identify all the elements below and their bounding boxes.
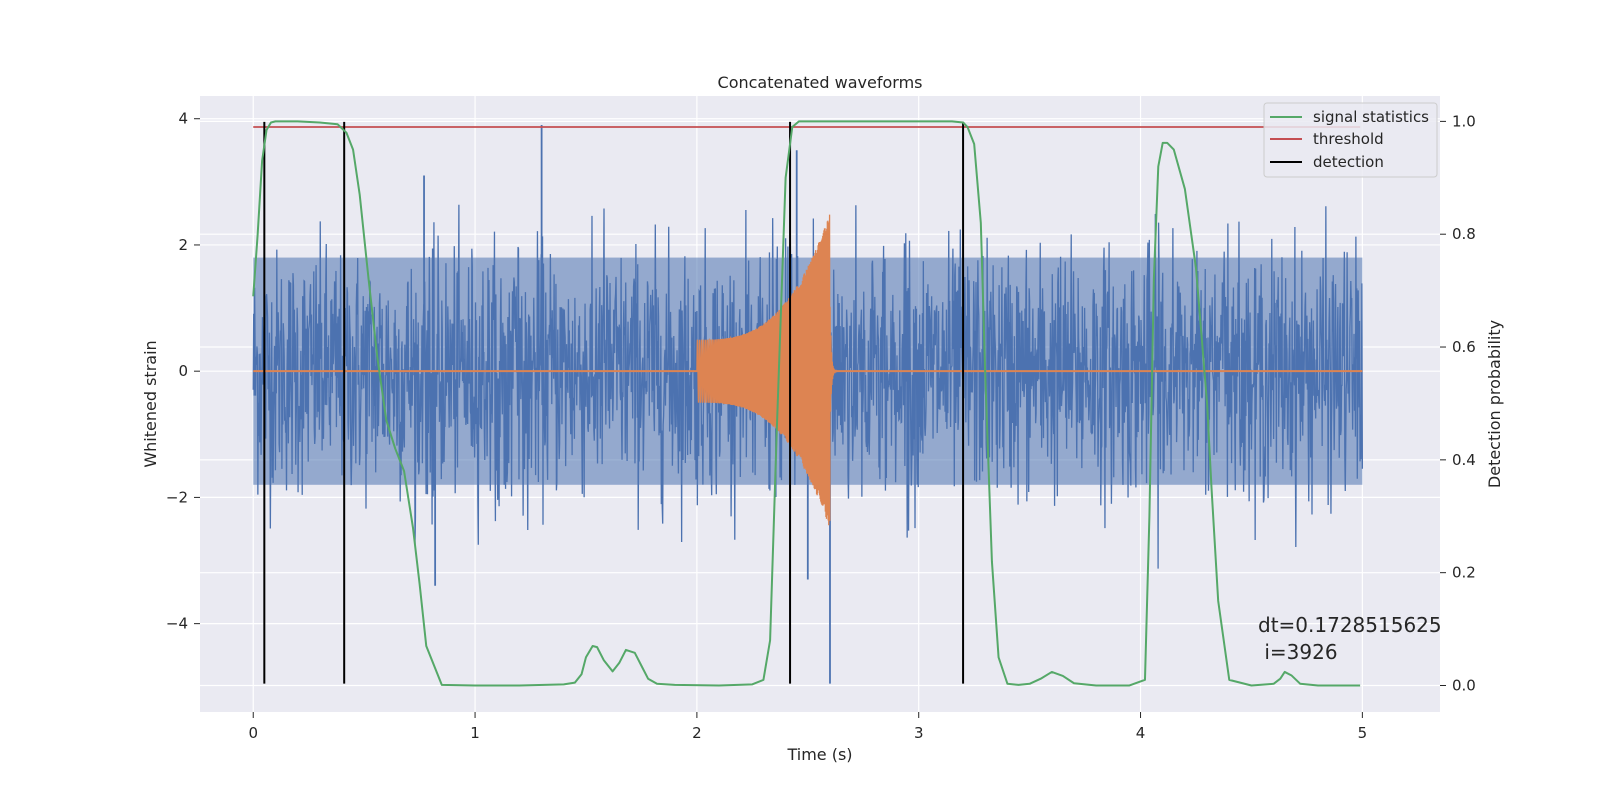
annotation-dt: dt=0.1728515625 <box>1258 613 1442 637</box>
x-axis-label: Time (s) <box>786 745 852 764</box>
x-tick-label: 0 <box>248 724 258 742</box>
y-tick-label-left: 0 <box>178 362 188 380</box>
x-tick-label: 3 <box>914 724 924 742</box>
detection-series <box>263 121 965 684</box>
legend-label-threshold: threshold <box>1313 130 1384 148</box>
injection-series <box>253 214 1363 526</box>
y-axis-left-label: Whitened strain <box>141 340 160 467</box>
injection-chirp <box>696 214 839 526</box>
y-tick-label-right: 0.0 <box>1452 676 1476 694</box>
y-tick-label-left: 2 <box>178 236 188 254</box>
y-axis-right-label: Detection probability <box>1485 320 1504 488</box>
y-tick-label-right: 0.2 <box>1452 564 1476 582</box>
legend-label-detection: detection <box>1313 153 1384 171</box>
ticks: 0 1 2 3 4 5 −4 −2 0 2 4 0.0 0.2 0.4 0.6 0.8 1.0 <box>166 110 1476 742</box>
legend: signal statistics threshold detection <box>1263 102 1438 178</box>
x-tick-label: 1 <box>470 724 480 742</box>
legend-box <box>1263 102 1438 178</box>
chart-title: Concatenated waveforms <box>718 73 923 92</box>
signal-statistics-line <box>252 120 1361 687</box>
signal-statistics-series <box>252 120 1361 687</box>
y-tick-label-right: 0.4 <box>1452 451 1476 469</box>
x-tick-label: 2 <box>692 724 702 742</box>
y-tick-label-left: −2 <box>166 488 188 506</box>
annotation-i: i=3926 <box>1258 640 1338 664</box>
y-tick-label-right: 1.0 <box>1452 112 1476 130</box>
x-tick-label: 5 <box>1358 724 1368 742</box>
y-tick-label-right: 0.8 <box>1452 225 1476 243</box>
legend-label-signal-statistics: signal statistics <box>1313 108 1429 126</box>
y-tick-label-left: −4 <box>166 615 188 633</box>
y-tick-label-right: 0.6 <box>1452 338 1476 356</box>
y-tick-label-left: 4 <box>178 110 188 128</box>
x-tick-label: 4 <box>1136 724 1146 742</box>
